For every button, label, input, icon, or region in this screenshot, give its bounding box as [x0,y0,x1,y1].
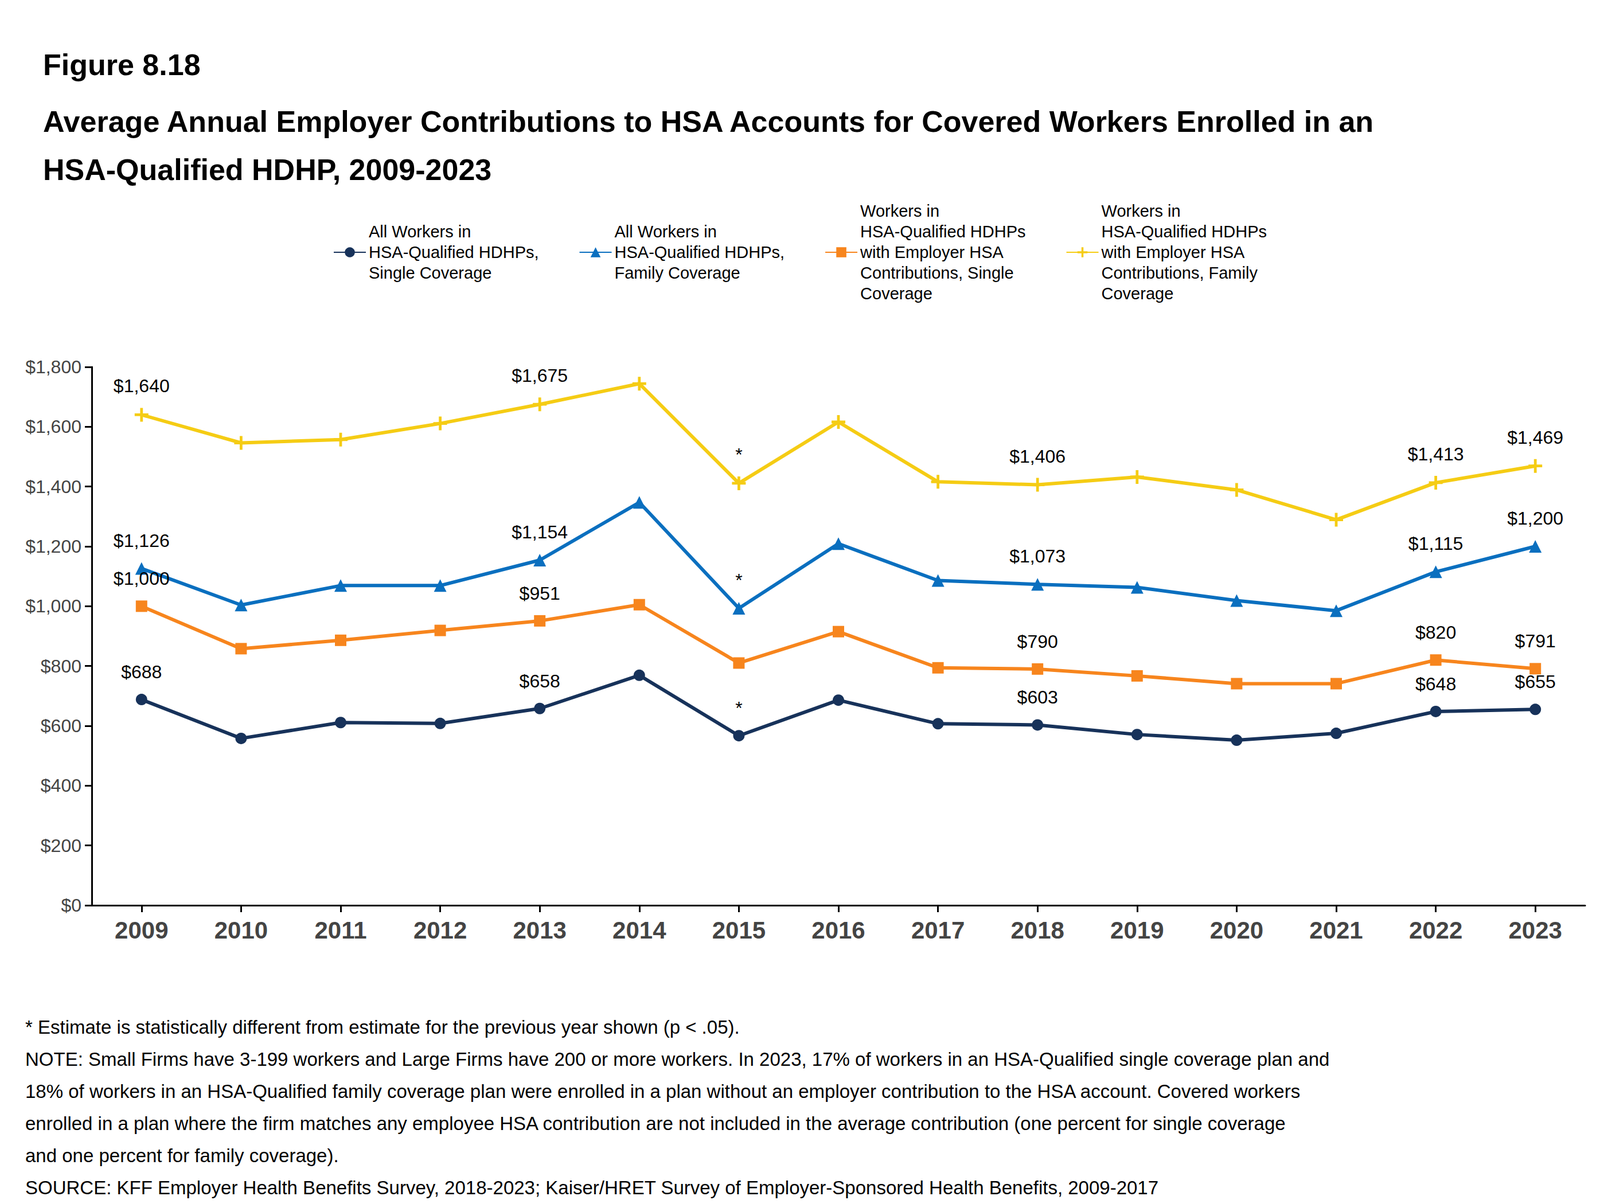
svg-text:Average Annual Employer Contri: Average Annual Employer Contributions to… [43,104,1374,139]
svg-text:2013: 2013 [512,916,567,944]
svg-text:$400: $400 [40,775,82,796]
svg-text:$951: $951 [519,583,561,604]
svg-text:$1,406: $1,406 [1009,446,1066,467]
svg-text:$1,115: $1,115 [1408,533,1464,554]
svg-text:Contributions, Single: Contributions, Single [860,263,1014,283]
svg-text:$1,126: $1,126 [113,530,170,552]
svg-text:$655: $655 [1515,671,1556,693]
svg-text:Figure 8.18: Figure 8.18 [43,48,201,82]
svg-text:2022: 2022 [1409,916,1463,944]
svg-text:2014: 2014 [612,916,667,944]
svg-text:Workers in: Workers in [1101,201,1181,221]
svg-text:All Workers in: All Workers in [368,222,471,241]
svg-text:with Employer HSA: with Employer HSA [859,243,1004,262]
svg-text:*: * [735,444,743,466]
svg-text:$600: $600 [40,715,82,737]
svg-text:2020: 2020 [1210,916,1264,944]
svg-text:and one percent for family cov: and one percent for family coverage). [25,1145,339,1167]
svg-text:HSA-Qualified HDHPs: HSA-Qualified HDHPs [1101,222,1267,241]
svg-text:* Estimate is statistically di: * Estimate is statistically different fr… [25,1016,740,1038]
svg-text:$790: $790 [1017,631,1059,653]
svg-text:$658: $658 [519,670,561,692]
svg-text:$648: $648 [1415,673,1457,695]
svg-text:2021: 2021 [1309,916,1363,944]
svg-text:2017: 2017 [911,916,965,944]
svg-text:$1,200: $1,200 [1507,508,1564,529]
svg-text:Single Coverage: Single Coverage [368,263,492,283]
svg-text:Workers in: Workers in [860,201,940,221]
svg-text:enrolled in a plan where the f: enrolled in a plan where the firm matche… [25,1113,1286,1135]
svg-text:Family Coverage: Family Coverage [614,263,741,283]
svg-text:2009: 2009 [114,916,169,944]
svg-text:$200: $200 [40,835,82,857]
svg-text:*: * [735,697,743,719]
svg-text:$1,413: $1,413 [1407,443,1465,465]
svg-text:$791: $791 [1515,630,1556,652]
svg-text:2019: 2019 [1110,916,1164,944]
svg-text:Coverage: Coverage [860,284,933,303]
svg-text:$1,200: $1,200 [25,536,82,557]
svg-text:$1,469: $1,469 [1507,427,1564,448]
svg-text:Coverage: Coverage [1101,284,1174,303]
svg-text:HSA-Qualified HDHP, 2009-2023: HSA-Qualified HDHP, 2009-2023 [43,153,492,187]
svg-text:$1,800: $1,800 [25,356,82,378]
svg-text:NOTE: Small Firms have 3-199 w: NOTE: Small Firms have 3-199 workers and… [25,1048,1330,1071]
svg-text:$820: $820 [1415,622,1457,643]
svg-text:2011: 2011 [314,916,367,944]
svg-text:*: * [735,570,743,591]
svg-text:$1,600: $1,600 [25,416,82,437]
svg-text:HSA-Qualified HDHPs: HSA-Qualified HDHPs [860,222,1026,241]
svg-text:2023: 2023 [1508,916,1562,944]
svg-text:2010: 2010 [214,916,268,944]
svg-text:$1,675: $1,675 [511,365,568,386]
svg-text:$0: $0 [60,895,82,916]
svg-text:2015: 2015 [712,916,766,944]
svg-text:$1,000: $1,000 [25,595,82,617]
svg-text:2016: 2016 [811,916,865,944]
svg-text:SOURCE: KFF Employer Health Be: SOURCE: KFF Employer Health Benefits Sur… [25,1177,1159,1199]
svg-text:$1,640: $1,640 [113,375,170,397]
svg-text:$1,400: $1,400 [25,476,82,498]
svg-text:$800: $800 [40,656,82,677]
svg-text:All Workers in: All Workers in [614,222,717,241]
svg-text:HSA-Qualified HDHPs,: HSA-Qualified HDHPs, [368,243,540,262]
svg-text:2018: 2018 [1010,916,1064,944]
svg-text:$688: $688 [121,661,162,683]
svg-text:$1,154: $1,154 [511,521,568,543]
svg-text:HSA-Qualified HDHPs,: HSA-Qualified HDHPs, [614,243,786,262]
svg-text:Contributions, Family: Contributions, Family [1101,263,1259,283]
svg-text:2012: 2012 [413,916,467,944]
svg-text:with Employer HSA: with Employer HSA [1101,243,1246,262]
svg-text:$1,073: $1,073 [1009,545,1066,567]
svg-text:$1,000: $1,000 [113,568,170,589]
svg-text:18% of workers in an HSA-Quali: 18% of workers in an HSA-Qualified famil… [25,1081,1301,1103]
svg-text:$603: $603 [1017,687,1059,708]
